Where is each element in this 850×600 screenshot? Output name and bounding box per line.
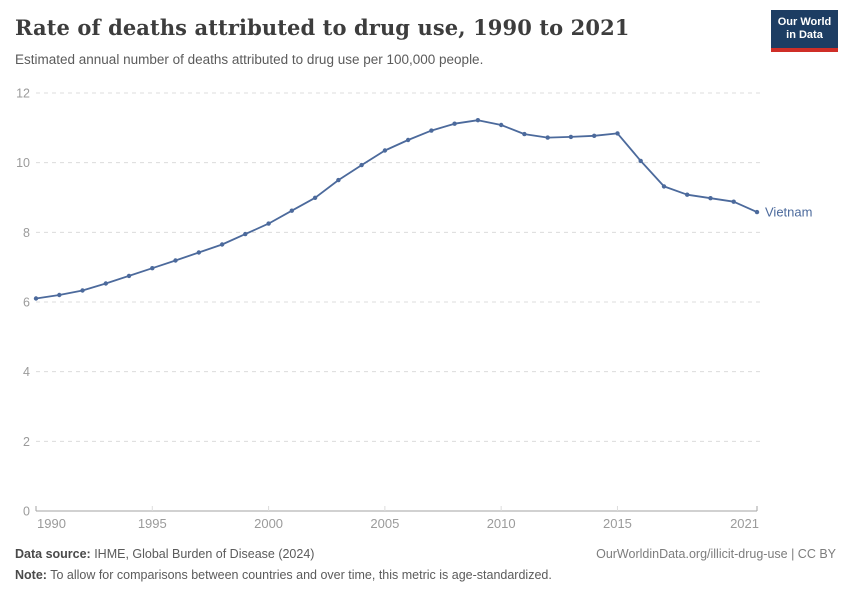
data-point[interactable] <box>336 177 341 183</box>
data-point[interactable] <box>522 131 527 137</box>
data-point[interactable] <box>312 195 318 200</box>
data-point[interactable] <box>103 281 109 286</box>
data-point[interactable] <box>754 209 760 215</box>
data-point[interactable] <box>150 266 155 271</box>
y-axis-tick-label: 10 <box>16 156 30 170</box>
footer-note: Note: To allow for comparisons between c… <box>15 568 552 582</box>
footer-rights-link[interactable]: OurWorldinData.org/illicit-drug-use | CC… <box>596 547 836 561</box>
data-point[interactable] <box>568 134 574 140</box>
data-point[interactable] <box>731 199 736 204</box>
data-line[interactable] <box>35 119 758 300</box>
data-point[interactable] <box>429 128 434 133</box>
footer-data-source: Data source: IHME, Global Burden of Dise… <box>15 547 314 561</box>
data-point[interactable] <box>452 121 457 126</box>
data-point[interactable] <box>499 122 504 128</box>
y-axis-tick-label: 4 <box>23 365 30 379</box>
data-source-text: IHME, Global Burden of Disease (2024) <box>90 547 315 561</box>
data-point[interactable] <box>615 131 620 136</box>
logo-text-line1: Our World <box>777 16 832 28</box>
x-axis-tick-label: 2000 <box>254 516 283 531</box>
y-axis-tick-label: 6 <box>23 296 30 310</box>
y-axis-tick-label: 2 <box>23 435 30 449</box>
data-point[interactable] <box>708 196 713 201</box>
data-point[interactable] <box>592 133 597 138</box>
data-point[interactable] <box>405 137 411 143</box>
data-point[interactable] <box>266 221 271 226</box>
data-point[interactable] <box>685 192 690 197</box>
data-point[interactable] <box>475 118 481 123</box>
data-source-label: Data source: <box>15 547 91 561</box>
data-point[interactable] <box>661 184 667 189</box>
data-point[interactable] <box>57 292 62 298</box>
x-axis-tick-label: 2015 <box>603 516 632 531</box>
x-axis-tick-label: 2010 <box>487 516 516 531</box>
x-axis-tick-label: 1990 <box>37 516 66 531</box>
data-point[interactable] <box>545 135 550 140</box>
y-axis-tick-label: 12 <box>16 87 30 101</box>
x-axis-tick-label: 1995 <box>138 516 167 531</box>
chart-subtitle: Estimated annual number of deaths attrib… <box>15 52 484 67</box>
x-axis-tick-label: 2021 <box>730 516 759 531</box>
data-point[interactable] <box>359 162 364 168</box>
entity-label[interactable]: Vietnam <box>765 205 812 220</box>
note-label: Note: <box>15 568 47 582</box>
data-point[interactable] <box>33 296 39 301</box>
note-text: To allow for comparisons between countri… <box>46 568 552 582</box>
data-point[interactable] <box>289 208 294 213</box>
data-point[interactable] <box>80 288 85 293</box>
x-axis-tick-label: 2005 <box>370 516 399 531</box>
data-point[interactable] <box>219 242 225 247</box>
data-point[interactable] <box>126 273 132 279</box>
logo-text-line2: in Data <box>786 29 823 41</box>
y-axis-tick-label: 0 <box>23 505 30 519</box>
y-axis-tick-label: 8 <box>23 226 30 240</box>
data-point[interactable] <box>173 258 178 263</box>
owid-logo[interactable]: Our World in Data <box>771 10 838 52</box>
data-point[interactable] <box>382 148 388 153</box>
chart-title: Rate of deaths attributed to drug use, 1… <box>15 15 630 40</box>
data-point[interactable] <box>196 250 201 255</box>
data-point[interactable] <box>638 158 643 164</box>
data-point[interactable] <box>243 231 248 237</box>
